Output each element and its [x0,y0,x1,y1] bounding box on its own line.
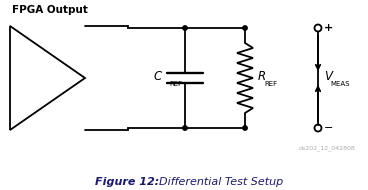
Circle shape [243,126,247,130]
Circle shape [183,26,187,30]
Text: ds202_12_042808: ds202_12_042808 [298,145,355,151]
Text: −: − [323,123,333,133]
Text: Figure 12:: Figure 12: [95,177,159,187]
Text: +: + [323,23,333,33]
Text: $\mathit{R}$: $\mathit{R}$ [257,70,266,83]
Text: $\mathit{V}$: $\mathit{V}$ [323,70,334,83]
Text: $\mathit{C}$: $\mathit{C}$ [153,70,163,83]
Text: Differential Test Setup: Differential Test Setup [152,177,283,187]
Text: REF: REF [169,81,182,87]
Circle shape [243,26,247,30]
Text: MEAS: MEAS [330,81,350,87]
Text: REF: REF [264,81,277,87]
Circle shape [183,126,187,130]
Text: FPGA Output: FPGA Output [12,5,88,15]
